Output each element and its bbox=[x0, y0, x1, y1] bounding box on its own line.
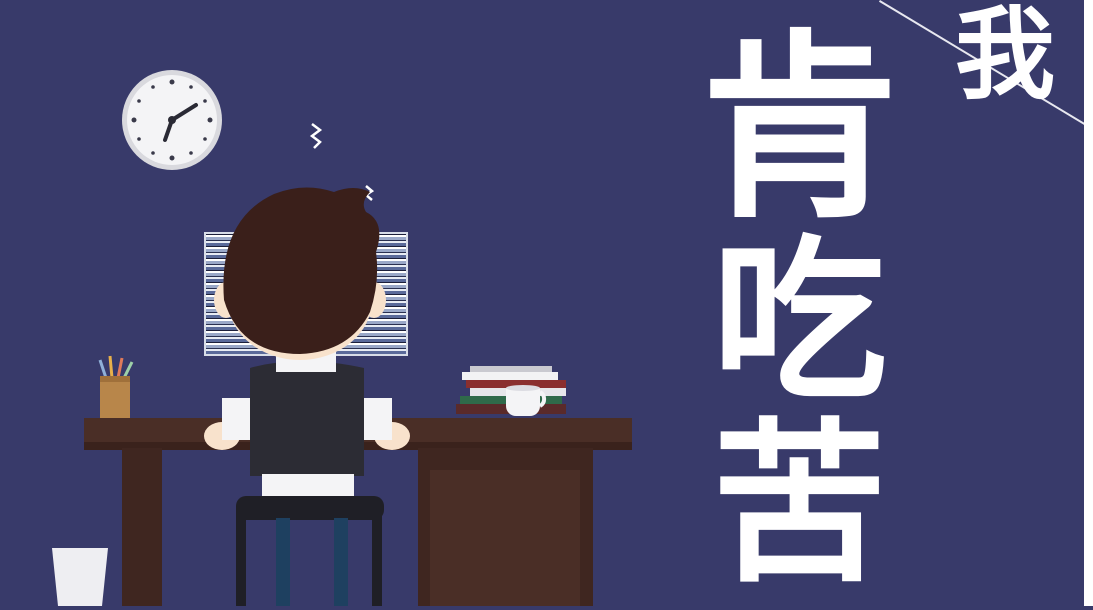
right-edge-strip bbox=[1084, 0, 1093, 606]
clock-icon bbox=[122, 70, 222, 170]
pencil-cup bbox=[98, 355, 134, 418]
slogan-char-ku: 苦 bbox=[712, 404, 887, 607]
stress-squiggle-1 bbox=[309, 123, 323, 149]
person-at-desk bbox=[204, 187, 410, 606]
slogan-char-ken: 肯 bbox=[700, 13, 901, 246]
coffee-cup bbox=[506, 385, 547, 416]
slogan-char-wo: 我 bbox=[955, 0, 1055, 113]
trash-bin bbox=[52, 548, 108, 606]
slogan-char-chi: 吃 bbox=[712, 221, 887, 424]
